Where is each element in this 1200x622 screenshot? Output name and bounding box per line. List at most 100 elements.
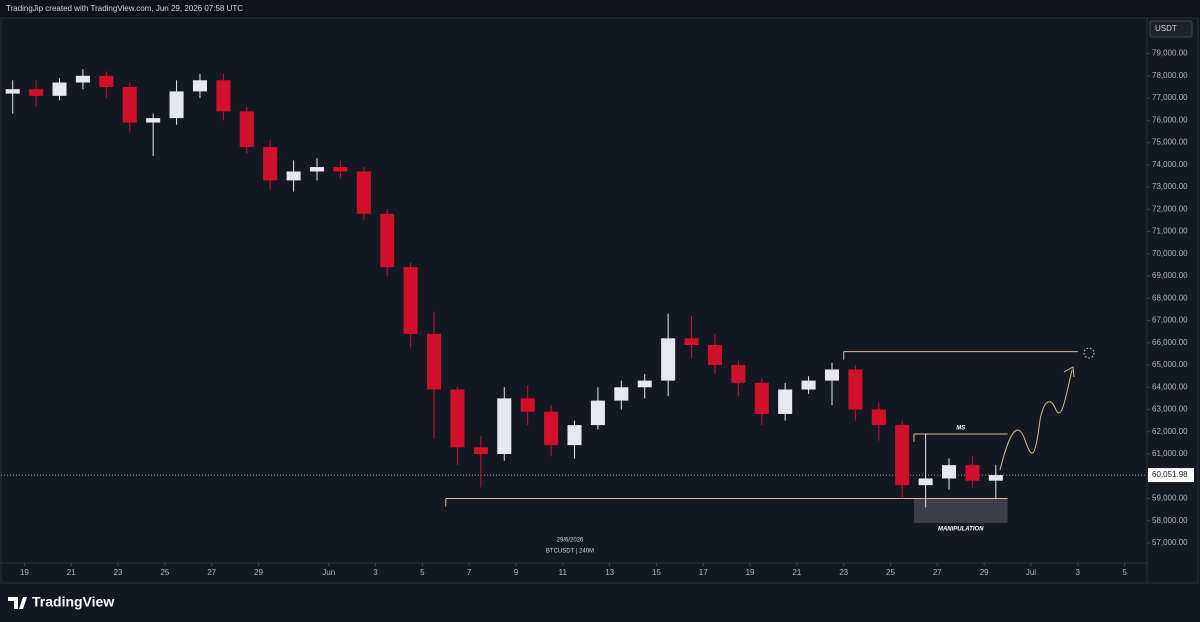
last-price-box — [1148, 468, 1194, 483]
x-tick-label: 3 — [373, 568, 378, 577]
candle-body — [99, 75, 114, 87]
candle-body — [333, 167, 348, 172]
candle-body — [239, 111, 254, 148]
candle-body — [614, 387, 629, 401]
y-tick-label: 77,000.00 — [1152, 93, 1188, 102]
y-tick-label: 57,000.00 — [1152, 538, 1188, 547]
y-tick-label: 69,000.00 — [1152, 271, 1188, 280]
candle-body — [122, 86, 137, 123]
x-tick-label: 21 — [792, 568, 801, 577]
candle-body — [848, 369, 863, 410]
x-tick-label: 5 — [420, 568, 425, 577]
y-tick-label: 76,000.00 — [1152, 115, 1188, 124]
x-tick-label: 19 — [20, 568, 29, 577]
candle-body — [29, 89, 44, 96]
candle-body — [286, 171, 301, 181]
header-bar — [0, 0, 1200, 18]
brand-name: TradingView — [32, 594, 114, 610]
candle-body — [895, 425, 910, 486]
x-tick-label: 27 — [207, 568, 216, 577]
y-tick-label: 70,000.00 — [1152, 249, 1188, 258]
y-tick-label: 65,000.00 — [1152, 360, 1188, 369]
x-tick-label: 19 — [746, 568, 755, 577]
candle-body — [567, 425, 582, 446]
footer-bar — [0, 584, 1200, 622]
candle-body — [146, 118, 161, 123]
y-tick-label: 74,000.00 — [1152, 160, 1188, 169]
candle-body — [707, 345, 722, 366]
candle-body — [731, 365, 746, 383]
x-tick-label: 23 — [839, 568, 848, 577]
x-tick-label: Jun — [322, 568, 335, 577]
y-tick-label: 68,000.00 — [1152, 293, 1188, 302]
candle-body — [403, 267, 418, 334]
projection-arrowhead — [1063, 366, 1075, 378]
target-marker — [1083, 347, 1095, 359]
x-tick-label: 9 — [514, 568, 519, 577]
last-price-label: 60,051.98 — [1152, 470, 1188, 479]
candle-body — [450, 389, 465, 448]
x-tick-label: 21 — [67, 568, 76, 577]
x-tick-label: 3 — [1076, 568, 1081, 577]
candle-body — [169, 91, 184, 119]
candle-body — [590, 400, 605, 426]
y-tick-label: 75,000.00 — [1152, 138, 1188, 147]
candle-body — [75, 75, 90, 83]
currency-box — [1149, 20, 1193, 38]
candle-body — [192, 80, 207, 92]
candle-body — [520, 398, 535, 412]
candle-body — [216, 80, 231, 112]
y-tick-label: 73,000.00 — [1152, 182, 1188, 191]
y-tick-label: 58,000.00 — [1152, 516, 1188, 525]
x-tick-label: 25 — [886, 568, 895, 577]
zone-label: MANIPULATION — [938, 527, 984, 533]
candle-body — [778, 389, 793, 414]
x-tick-label: 29 — [980, 568, 989, 577]
date-label: 29/6/2026 — [557, 538, 584, 544]
candle-body — [942, 465, 957, 479]
candle-body — [52, 82, 67, 96]
x-tick-label: 25 — [160, 568, 169, 577]
y-tick-label: 61,000.00 — [1152, 449, 1188, 458]
candle-body — [380, 213, 395, 268]
header-text: TradingJip created with TradingView.com,… — [6, 4, 243, 13]
y-tick-label: 63,000.00 — [1152, 405, 1188, 414]
symbol-label: BTCUSDT | 240M — [546, 549, 594, 555]
candle-body — [637, 380, 652, 388]
candle-body — [988, 475, 1003, 481]
brand-logo — [8, 597, 27, 609]
candle-body — [965, 465, 980, 481]
candle-body — [801, 380, 816, 390]
x-tick-label: 27 — [933, 568, 942, 577]
projection-path — [999, 369, 1073, 471]
candle-body — [356, 171, 371, 214]
level-label: MS — [956, 426, 965, 432]
currency-label: USDT — [1155, 24, 1177, 33]
candle-body — [918, 478, 933, 486]
x-tick-label: 17 — [699, 568, 708, 577]
candle-body — [824, 369, 840, 381]
candle-body — [263, 147, 278, 181]
y-tick-label: 62,000.00 — [1152, 427, 1188, 436]
y-tick-label: 67,000.00 — [1152, 316, 1188, 325]
y-tick-label: 79,000.00 — [1152, 49, 1188, 58]
x-tick-label: 13 — [605, 568, 614, 577]
x-tick-label: 29 — [254, 568, 263, 577]
candle-body — [5, 89, 20, 94]
candle-body — [544, 411, 559, 446]
y-tick-label: 72,000.00 — [1152, 204, 1188, 213]
candle-body — [309, 167, 325, 172]
y-tick-label: 78,000.00 — [1152, 71, 1188, 80]
y-tick-label: 64,000.00 — [1152, 382, 1188, 391]
candle-body — [497, 398, 512, 454]
candle-body — [473, 447, 488, 454]
y-tick-label: 71,000.00 — [1152, 227, 1188, 236]
y-tick-label: 66,000.00 — [1152, 338, 1188, 347]
chart-frame — [0, 17, 1199, 584]
x-tick-label: 23 — [114, 568, 123, 577]
candle-body — [684, 338, 699, 345]
x-tick-label: 7 — [467, 568, 472, 577]
y-tick-label: 59,000.00 — [1152, 494, 1188, 503]
